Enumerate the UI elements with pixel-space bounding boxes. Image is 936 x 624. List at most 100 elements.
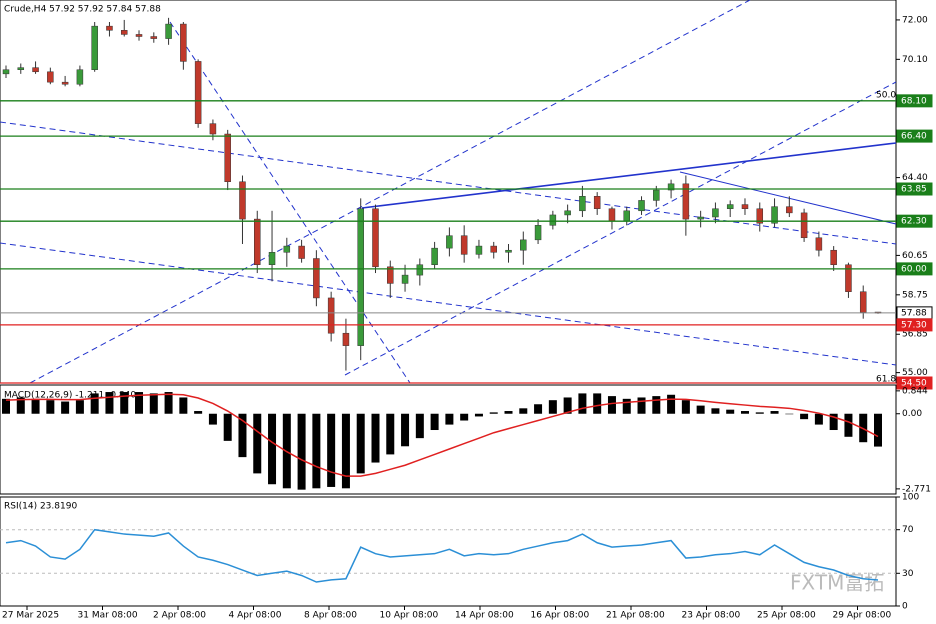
macd-bar — [371, 413, 380, 463]
macd-bar — [31, 398, 40, 414]
y-tick-label: 70 — [902, 525, 914, 535]
candle-body — [460, 235, 468, 255]
candle-body — [815, 237, 823, 251]
macd-bar — [341, 413, 350, 489]
trendline — [361, 142, 897, 209]
candle-body — [165, 23, 172, 39]
macd-bar — [800, 413, 809, 420]
candle-body — [91, 25, 98, 70]
macd-bar — [874, 413, 882, 447]
macd-bar — [593, 393, 602, 414]
candle-body — [372, 208, 379, 268]
candle-body — [726, 204, 734, 209]
x-tick-label: 23 Apr 08:00 — [682, 611, 741, 621]
level-label: 60.00 — [901, 264, 927, 274]
level-box — [896, 94, 933, 108]
candle-body — [194, 61, 202, 124]
candle-body — [254, 218, 261, 265]
macd-bar — [223, 413, 232, 441]
candle-body — [61, 81, 69, 85]
y-tick-label: 72.00 — [902, 15, 928, 25]
candle-body — [298, 245, 305, 259]
macd-bar — [814, 413, 823, 425]
rsi-panel — [0, 496, 897, 607]
macd-bar — [46, 400, 55, 414]
x-tick-label: 2 Apr 08:00 — [153, 611, 206, 621]
rsi-line — [5, 528, 879, 583]
trendline — [169, 21, 411, 384]
candle-body — [327, 297, 335, 334]
macd-bar — [90, 393, 99, 414]
candle-body — [564, 210, 571, 216]
y-tick-label: 56.85 — [902, 330, 928, 340]
candle-body — [17, 67, 25, 70]
macd-bar — [681, 400, 690, 414]
macd-bar — [474, 413, 483, 417]
level-box — [896, 318, 933, 332]
candle-body — [667, 183, 675, 191]
candle-body — [623, 210, 630, 222]
candle-body — [268, 252, 276, 265]
candle-body — [313, 258, 320, 299]
level-box — [896, 214, 933, 228]
candle-body — [401, 274, 409, 284]
macd-bar — [489, 412, 498, 414]
level-label: 63.85 — [901, 185, 927, 195]
macd-bar — [149, 393, 158, 414]
macd-bar — [415, 413, 424, 439]
macd-bar — [164, 392, 173, 414]
candle-body — [135, 34, 143, 37]
candle-body — [239, 181, 246, 220]
macd-bar — [667, 394, 676, 414]
candle-body — [697, 216, 704, 220]
y-tick-label: 64.40 — [902, 173, 928, 183]
macd-bar — [578, 393, 587, 414]
macd-bar — [829, 413, 838, 431]
level-label: 57.88 — [901, 308, 927, 318]
rsi-title: RSI(14) 23.8190 — [4, 502, 77, 512]
candle-body — [608, 208, 616, 222]
macd-bar — [120, 392, 129, 414]
macd-bar — [253, 413, 262, 474]
macd-bar — [327, 413, 336, 487]
x-tick-label: 16 Apr 08:00 — [531, 611, 590, 621]
candle-body — [32, 67, 39, 73]
y-tick-label: 30 — [902, 569, 914, 579]
candle-body — [357, 208, 364, 346]
macd-bar — [312, 413, 321, 489]
level-label: 68.10 — [901, 96, 927, 106]
macd-bar — [238, 413, 247, 458]
candle-body — [224, 133, 231, 182]
signal-line — [5, 393, 879, 477]
macd-bar — [607, 396, 616, 414]
macd-bar — [770, 411, 779, 414]
fib-label: 50.0 — [876, 90, 896, 100]
candle-body — [579, 196, 586, 212]
candle-body — [283, 245, 291, 253]
trendlines — [0, 0, 897, 384]
macd-bar — [755, 412, 764, 414]
macd-bar — [460, 413, 469, 421]
trendline — [0, 121, 897, 245]
macd-panel — [0, 384, 897, 495]
candle-body — [106, 25, 113, 31]
candle-body — [416, 264, 424, 276]
macd-bar — [844, 413, 853, 437]
candle-body — [120, 30, 128, 35]
chart-title: Crude,H4 57.92 57.92 57.84 57.88 — [4, 5, 161, 15]
level-label: 62.30 — [901, 217, 927, 227]
macd-bar — [563, 397, 572, 414]
x-tick-label: 21 Apr 08:00 — [606, 611, 665, 621]
macd-bar — [696, 405, 705, 414]
fib-label: 61.8 — [876, 375, 896, 385]
candle-body — [756, 208, 764, 224]
candle-body — [520, 239, 527, 251]
candle-body — [150, 36, 158, 39]
macd-bar — [268, 413, 277, 485]
candle-body — [741, 204, 749, 209]
macd-bar — [401, 413, 410, 447]
macd-bar — [711, 408, 720, 414]
level-box — [896, 376, 933, 390]
macd-bar — [740, 411, 749, 414]
level-label: 57.30 — [901, 320, 927, 330]
